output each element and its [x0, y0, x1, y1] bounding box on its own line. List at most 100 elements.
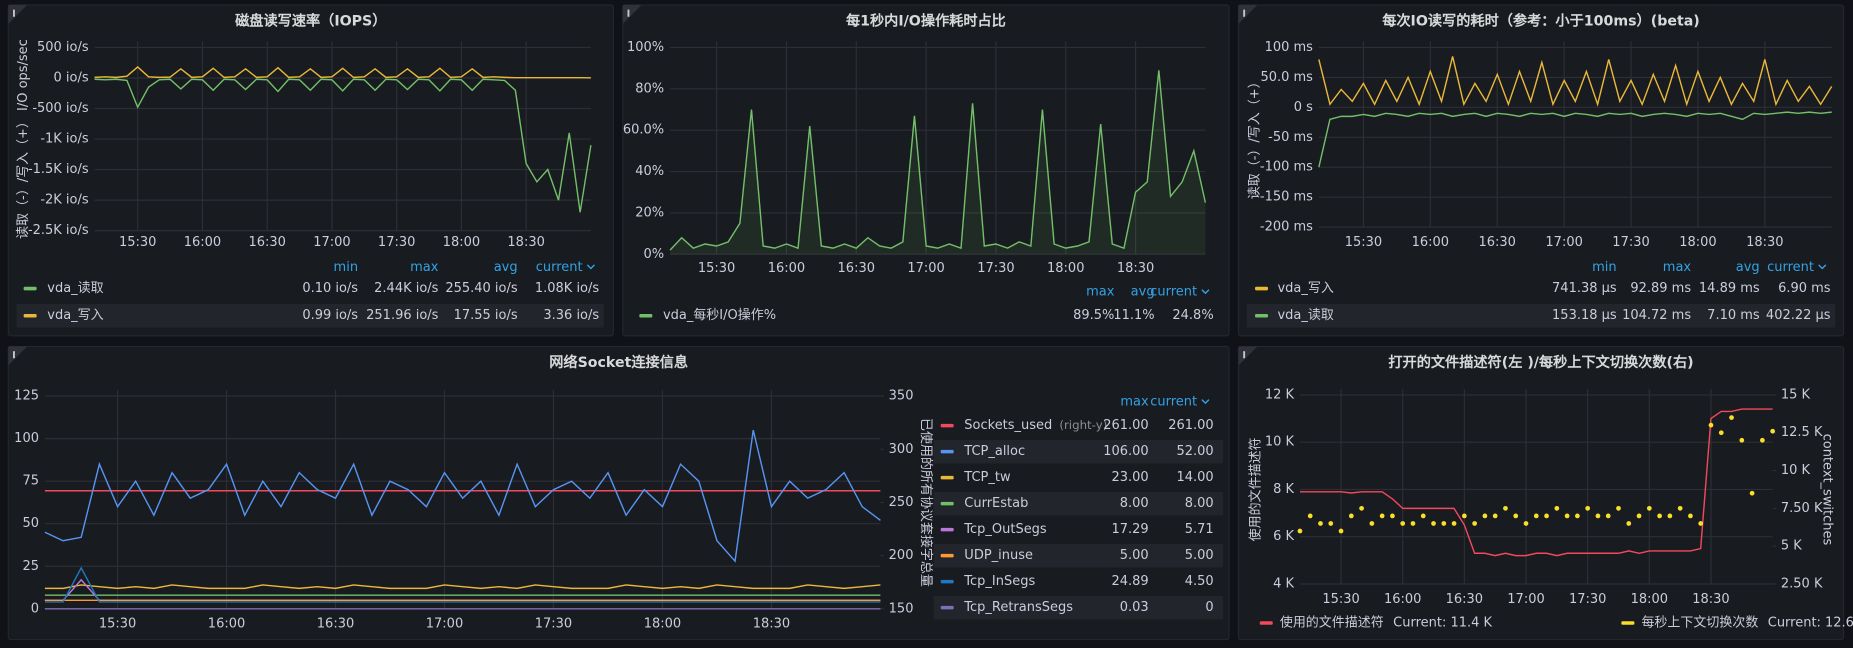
y2-tick-label: 200: [889, 548, 914, 563]
point: [1297, 528, 1303, 534]
legend-header: max: [1086, 285, 1115, 300]
legend-header: current: [1767, 260, 1814, 275]
y2-tick-label: 300: [889, 442, 914, 457]
panel-title: 网络Socket连接信息: [549, 354, 688, 371]
y-tick-label: -500 io/s: [32, 101, 89, 116]
legend-stat: 8.00: [1185, 496, 1214, 511]
point: [1379, 513, 1385, 519]
line: [1318, 111, 1832, 168]
legend-stat: 0.03: [1120, 600, 1149, 615]
legend-stat: 14.00: [1176, 470, 1213, 485]
y-tick-label: 8 K: [1273, 482, 1294, 497]
x-tick-label: 17:00: [907, 261, 944, 276]
point: [1616, 505, 1621, 511]
legend-stat: 104.72 ms: [1622, 308, 1691, 323]
y-tick-label: 0: [31, 601, 39, 616]
legend-suffix: (right-y): [1059, 418, 1107, 432]
legend-stat: 1.08K io/s: [535, 281, 599, 296]
legend-stat: 4.50: [1185, 574, 1214, 589]
legend-swatch: [940, 553, 954, 558]
point: [1698, 521, 1704, 526]
y-tick-label: 6 K: [1273, 529, 1294, 544]
point: [1461, 513, 1467, 519]
y-tick-label: 100%: [627, 40, 664, 55]
legend-name: Tcp_InSegs: [963, 574, 1035, 589]
line: [94, 66, 591, 79]
legend-row-bg: [1246, 303, 1836, 328]
info-icon: [1243, 9, 1246, 17]
legend-header: max: [410, 260, 439, 275]
legend-name: Tcp_OutSegs: [963, 522, 1047, 537]
legend-row-bg: [933, 543, 1224, 568]
legend-row-bg: [16, 303, 604, 328]
x-tick-label: 17:30: [535, 617, 572, 632]
x-tick-label: 18:30: [1117, 261, 1154, 276]
legend-row-bg: [933, 439, 1224, 464]
point: [1749, 490, 1755, 496]
panel: [7, 4, 614, 337]
x-tick-label: 16:00: [208, 617, 245, 632]
point: [1739, 437, 1745, 443]
panel-title: 磁盘读写速率（IOPS）: [235, 12, 386, 29]
legend-swatch: [1621, 621, 1635, 625]
point: [1729, 415, 1734, 420]
x-tick-label: 15:30: [1345, 235, 1382, 250]
x-tick-label: 17:30: [1612, 235, 1649, 250]
legend-stat: 52.00: [1176, 444, 1213, 459]
legend-name: vda_读取: [47, 281, 103, 296]
line: [44, 584, 881, 590]
y-tick-label: 0 io/s: [54, 70, 89, 85]
x-tick-label: 17:30: [378, 235, 415, 250]
x-tick-label: 18:00: [1679, 235, 1716, 250]
y-tick-label: -1.5K io/s: [28, 162, 89, 177]
x-tick-label: 15:30: [99, 617, 136, 632]
x-tick-label: 18:00: [1047, 261, 1084, 276]
legend-stat: 7.10 ms: [1707, 308, 1760, 323]
x-tick-label: 16:00: [768, 261, 805, 276]
x-tick-label: 15:30: [698, 261, 735, 276]
legend-swatch: [940, 475, 954, 480]
legend-stat: 17.55 io/s: [454, 308, 518, 323]
legend-name: CurrEstab: [964, 496, 1028, 511]
x-tick-label: 15:30: [119, 235, 156, 250]
legend-stat: 255.40 io/s: [445, 281, 517, 296]
point: [1585, 505, 1591, 511]
legend-stat: 5.00: [1120, 548, 1149, 563]
y-tick-label: 50: [22, 516, 39, 531]
point: [1307, 513, 1313, 519]
legend-header: min: [1592, 260, 1617, 275]
y-tick-label: 125: [14, 389, 39, 404]
point: [1760, 437, 1765, 443]
point: [1348, 513, 1354, 519]
legend-name: vda_读取: [1277, 308, 1333, 323]
x-tick-label: 17:00: [1545, 235, 1582, 250]
area: [670, 70, 1206, 255]
x-tick-label: 17:30: [977, 261, 1014, 276]
legend-name: vda_写入: [47, 308, 103, 323]
y-tick-label: 0%: [644, 247, 665, 262]
point: [1523, 521, 1529, 526]
legend-stat: 5.00: [1185, 548, 1214, 563]
legend-swatch: [23, 286, 37, 291]
legend-name: vda_写入: [1277, 281, 1333, 296]
legend-stat: 17.29: [1111, 522, 1148, 537]
y-tick-label: 80%: [635, 81, 664, 96]
point: [1718, 430, 1724, 436]
info-icon: [1243, 351, 1246, 359]
legend-header: max: [1663, 260, 1692, 275]
x-tick-label: 16:30: [1446, 592, 1483, 607]
y2-tick-label: 250: [889, 495, 914, 510]
x-tick-label: 16:00: [1384, 592, 1421, 607]
y-tick-label: 500 io/s: [37, 40, 89, 55]
y-tick-label: -50 ms: [1268, 130, 1313, 145]
y2-axis-label: context_switches: [1820, 434, 1835, 546]
legend-swatch: [940, 579, 954, 584]
x-tick-label: 18:00: [644, 617, 681, 632]
legend-stat: Current: 11.4 K: [1393, 615, 1492, 630]
panel: [1237, 345, 1845, 641]
y-tick-label: 40%: [635, 164, 664, 179]
legend-stat: 24.8%: [1172, 308, 1213, 323]
legend-stat: 6.90 ms: [1778, 281, 1831, 296]
y-tick-label: -1K io/s: [40, 132, 89, 147]
y-tick-label: -100 ms: [1260, 160, 1313, 175]
